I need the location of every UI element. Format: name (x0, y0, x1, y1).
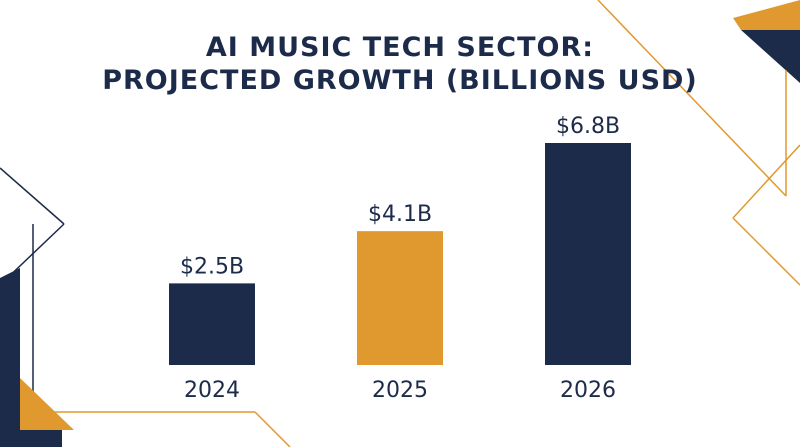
value-label-2025: $4.1B (368, 202, 432, 227)
bar-2025 (357, 231, 443, 365)
frame-line-left-upper (0, 167, 65, 225)
frame-line-bottom-diag (254, 411, 291, 447)
value-label-2026: $6.8B (556, 114, 620, 139)
frame-line-right-diag-2 (732, 217, 800, 286)
bars-layer (169, 143, 631, 365)
corner-shape-navy-bottom-left (0, 268, 20, 447)
x-tick-label-2026: 2026 (560, 378, 616, 403)
value-labels-layer: $2.5B $4.1B $6.8B (180, 114, 620, 279)
corner-shape-gold-top-right (733, 0, 800, 30)
corner-triangle-navy-bottom-left (20, 430, 62, 447)
x-tick-label-2025: 2025 (372, 378, 428, 403)
frame-line-right-diag (732, 144, 800, 219)
x-axis-tick-labels: 2024 2025 2026 (184, 378, 616, 403)
bar-2024 (169, 283, 255, 365)
value-label-2024: $2.5B (180, 254, 244, 279)
x-tick-label-2024: 2024 (184, 378, 240, 403)
bar-2026 (545, 143, 631, 365)
chart-title: AI MUSIC TECH SECTOR: (206, 32, 594, 63)
corner-triangle-gold-bottom-left (20, 378, 74, 430)
frame-line-top-right (597, 0, 787, 197)
corner-triangle-navy-top-right (741, 30, 800, 83)
chart-subtitle: PROJECTED GROWTH (BILLIONS USD) (102, 65, 698, 96)
